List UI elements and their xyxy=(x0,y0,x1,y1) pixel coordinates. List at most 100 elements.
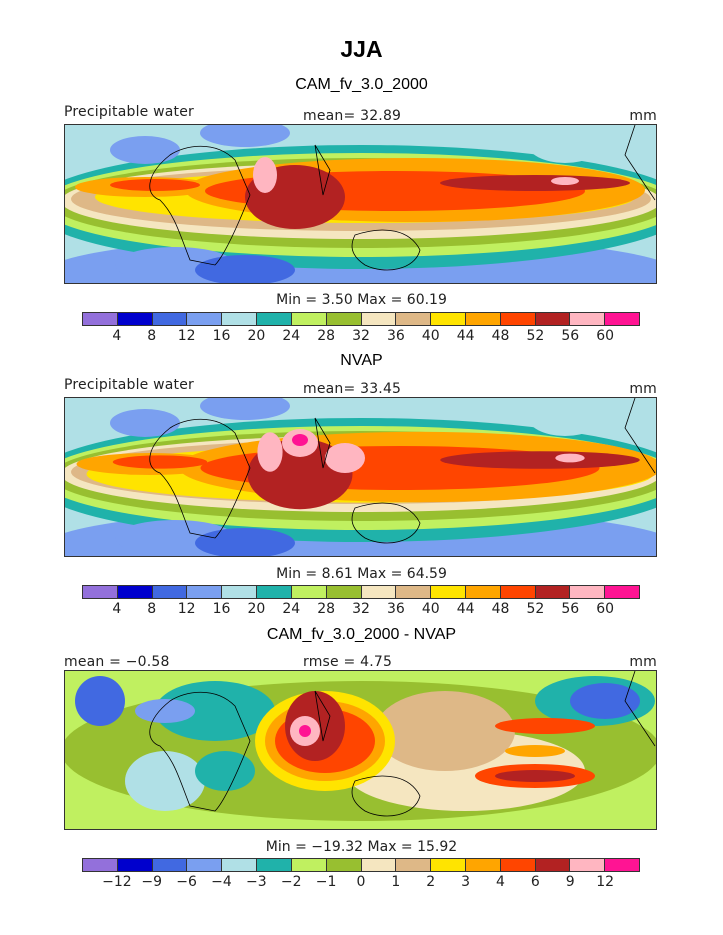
coastline xyxy=(149,125,656,271)
colorbar-swatch xyxy=(605,586,639,598)
colorbar-tick-label: 40 xyxy=(421,601,440,617)
colorbar-swatch xyxy=(291,586,327,598)
colorbar-swatch xyxy=(117,586,153,598)
contour-region xyxy=(112,455,208,469)
colorbar-tick-label: 8 xyxy=(147,328,157,344)
colorbar-swatch xyxy=(152,313,188,325)
panel-1-map xyxy=(64,124,657,284)
colorbar-swatch xyxy=(83,313,118,325)
colorbar-tick-label: −3 xyxy=(246,874,267,890)
colorbar-tick-label: 20 xyxy=(247,601,266,617)
panel-2-map xyxy=(64,397,657,557)
colorbar-tick-label: 0 xyxy=(356,874,366,890)
colorbar-tick-label: 48 xyxy=(491,328,510,344)
contour-region xyxy=(257,432,283,472)
colorbar-swatch xyxy=(83,859,118,871)
colorbar-swatch xyxy=(361,859,397,871)
colorbar-tick-label: 9 xyxy=(565,874,575,890)
colorbar-tick-label: −12 xyxy=(102,874,132,890)
contour-region xyxy=(125,751,205,811)
panel-3-rmse-label: rmse = 4.75 xyxy=(303,654,393,670)
contour-region xyxy=(110,409,180,437)
colorbar-tick-label: 44 xyxy=(456,601,475,617)
colorbar-tick-label: 36 xyxy=(386,601,405,617)
colorbar-swatch xyxy=(535,586,571,598)
colorbar-tick-label: 4 xyxy=(112,601,122,617)
colorbar-swatch xyxy=(83,586,118,598)
panel-1-colorbar xyxy=(82,312,640,326)
panel-2-colorbar-ticks: 4 8 12 16 20 24 28 32 36 40 44 48 52 56 60 xyxy=(82,601,640,617)
contour-region xyxy=(200,125,290,147)
colorbar-swatch xyxy=(222,313,258,325)
colorbar-swatch xyxy=(257,859,292,871)
colorbar-swatch xyxy=(257,313,292,325)
contour-region xyxy=(110,179,200,191)
colorbar-tick-label: 2 xyxy=(426,874,436,890)
colorbar-tick-label: 4 xyxy=(112,328,122,344)
contour-region xyxy=(527,398,603,436)
panel-3-title: CAM_fv_3.0_2000 - NVAP xyxy=(266,626,457,643)
panel-2-title: NVAP xyxy=(340,352,383,369)
contour-region xyxy=(555,453,585,463)
coastline xyxy=(149,671,656,817)
contour-region xyxy=(135,699,195,723)
coastline xyxy=(149,398,656,544)
colorbar-swatch xyxy=(117,313,153,325)
colorbar-tick-label: 1 xyxy=(391,874,401,890)
contour-region xyxy=(195,255,295,283)
panel-2-units-label: mm xyxy=(629,381,657,397)
colorbar-swatch xyxy=(431,313,466,325)
contour-region xyxy=(570,683,640,719)
colorbar-tick-label: 6 xyxy=(530,874,540,890)
colorbar-swatch xyxy=(257,586,292,598)
contour-region xyxy=(299,725,311,737)
colorbar-swatch xyxy=(570,586,606,598)
colorbar-swatch xyxy=(535,859,571,871)
colorbar-tick-label: 16 xyxy=(212,328,231,344)
colorbar-tick-label: 52 xyxy=(526,328,545,344)
colorbar-tick-label: 32 xyxy=(352,328,370,344)
panel-1-min-max: Min = 3.50 Max = 60.19 xyxy=(276,292,447,308)
contour-region xyxy=(495,718,595,734)
panel-3-units-label: mm xyxy=(629,654,657,670)
colorbar-swatch xyxy=(291,313,327,325)
colorbar-tick-label: 12 xyxy=(177,601,196,617)
colorbar-swatch xyxy=(431,586,466,598)
colorbar-tick-label: 8 xyxy=(147,601,157,617)
colorbar-swatch xyxy=(326,586,362,598)
contour-region xyxy=(495,770,575,782)
colorbar-swatch xyxy=(187,586,223,598)
colorbar-tick-label: 60 xyxy=(596,328,615,344)
colorbar-swatch xyxy=(152,586,188,598)
colorbar-swatch xyxy=(187,313,223,325)
contour-region xyxy=(440,451,640,469)
panel-3-min-max: Min = −19.32 Max = 15.92 xyxy=(265,839,458,855)
colorbar-swatch xyxy=(570,313,606,325)
colorbar-tick-label: 12 xyxy=(596,874,615,890)
colorbar-tick-label: 28 xyxy=(317,328,336,344)
panel-1-mean-label: mean= 32.89 xyxy=(303,108,402,124)
colorbar-tick-label: 16 xyxy=(212,601,231,617)
colorbar-swatch xyxy=(465,313,501,325)
contour-region xyxy=(200,398,290,420)
figure-title: JJA xyxy=(340,36,383,62)
contour-region xyxy=(325,443,365,473)
colorbar-swatch xyxy=(396,313,432,325)
colorbar-swatch xyxy=(605,313,639,325)
contour-region xyxy=(440,175,630,191)
colorbar-tick-label: 56 xyxy=(561,601,580,617)
colorbar-tick-label: 32 xyxy=(352,601,370,617)
panel-2-variable-label: Precipitable water xyxy=(64,377,195,393)
colorbar-tick-label: 44 xyxy=(456,328,475,344)
colorbar-swatch xyxy=(535,313,571,325)
colorbar-swatch xyxy=(605,859,639,871)
contour-region xyxy=(527,125,603,163)
panel-2-mean-label: mean= 33.45 xyxy=(303,381,402,397)
contour-region xyxy=(155,681,275,741)
contour-region xyxy=(195,751,255,791)
colorbar-swatch xyxy=(361,586,397,598)
panel-3-colorbar-ticks: −12 −9 −6 −4 −3 −2 −1 0 1 2 3 4 6 9 12 xyxy=(82,874,640,890)
contour-region xyxy=(551,177,579,185)
colorbar-tick-label: 56 xyxy=(561,328,580,344)
